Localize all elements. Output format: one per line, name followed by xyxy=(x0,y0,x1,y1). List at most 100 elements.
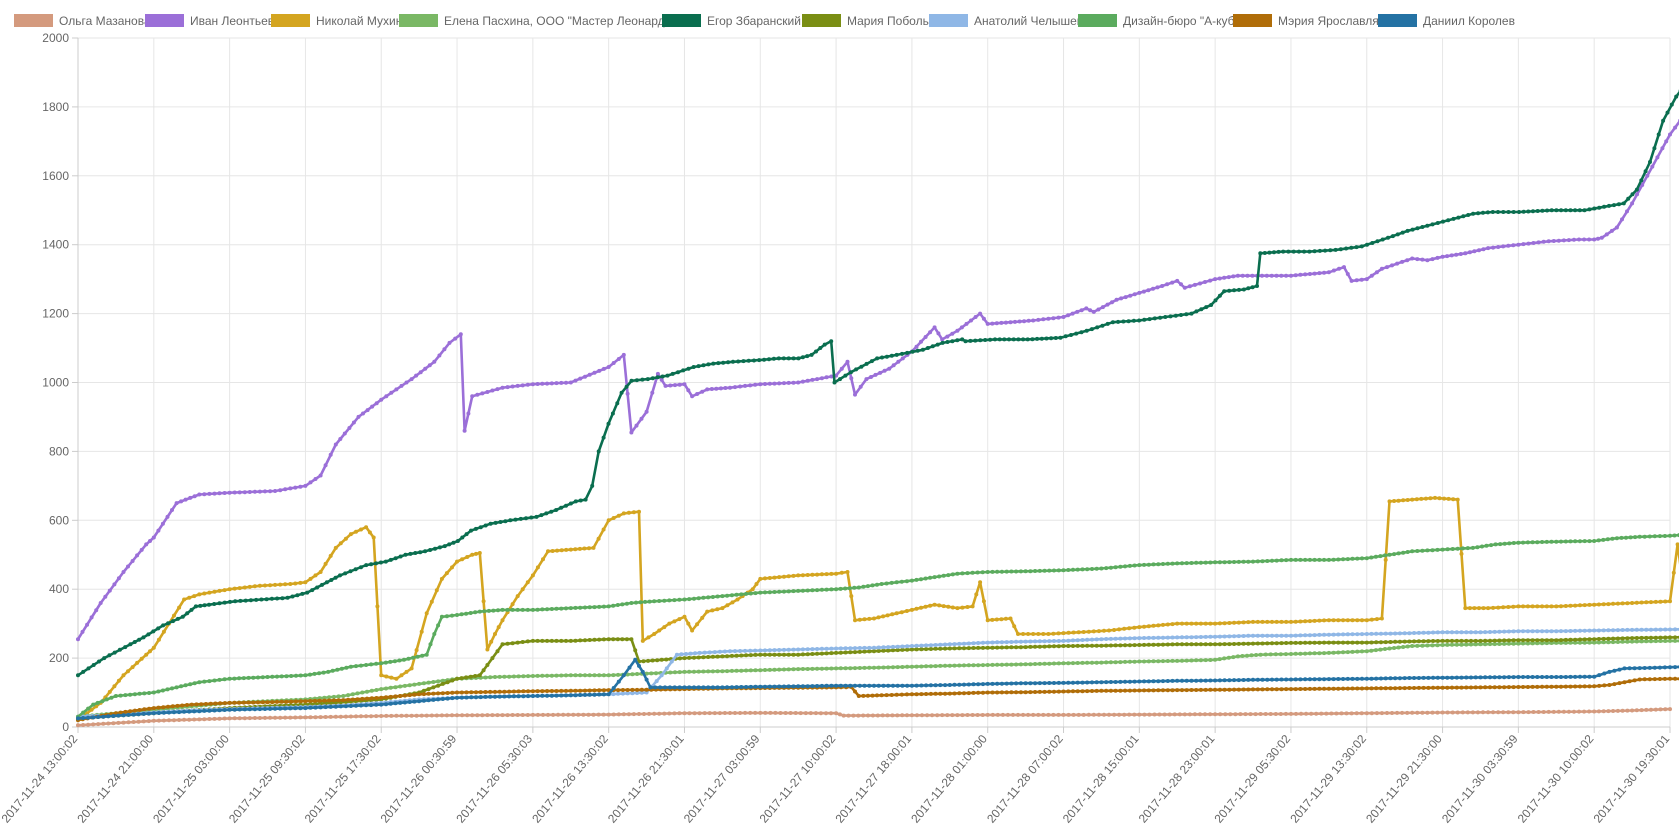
data-point xyxy=(909,607,914,612)
data-point xyxy=(312,698,317,703)
data-point xyxy=(1506,710,1511,715)
data-point xyxy=(1074,331,1079,336)
data-point xyxy=(643,599,648,604)
data-point xyxy=(333,545,338,550)
data-point xyxy=(303,483,308,488)
data-point xyxy=(1587,709,1592,714)
data-point xyxy=(1189,678,1194,683)
data-point xyxy=(1066,661,1071,666)
data-point xyxy=(1063,334,1068,339)
data-point xyxy=(1213,657,1218,662)
legend-item[interactable]: Мэрия Ярославля xyxy=(1233,14,1379,28)
data-point xyxy=(754,582,759,586)
data-point xyxy=(1296,249,1301,254)
data-point xyxy=(331,694,336,699)
data-point xyxy=(1587,640,1592,645)
data-point xyxy=(433,546,437,551)
data-point xyxy=(606,692,611,697)
data-point xyxy=(1165,642,1170,647)
data-point xyxy=(323,715,328,719)
data-point xyxy=(440,681,445,686)
data-point xyxy=(1061,661,1066,666)
legend-item[interactable]: Дизайн-бюро "А-куб" xyxy=(1078,14,1239,28)
data-point xyxy=(758,684,763,689)
legend-item[interactable]: Иван Леонтьев xyxy=(145,14,274,28)
data-point xyxy=(620,691,625,696)
data-point xyxy=(1293,273,1298,278)
data-point xyxy=(1530,684,1535,689)
data-point xyxy=(1298,633,1303,638)
data-point xyxy=(447,340,452,345)
data-point xyxy=(1235,654,1240,659)
data-point xyxy=(1090,680,1094,685)
data-point xyxy=(1611,709,1616,713)
data-point xyxy=(1634,639,1639,644)
data-point xyxy=(525,639,530,644)
legend-item[interactable]: Мария Поболь xyxy=(802,14,929,28)
data-point xyxy=(1630,639,1635,644)
data-point xyxy=(371,535,376,540)
data-point xyxy=(1387,646,1392,651)
data-point xyxy=(102,656,107,661)
data-point xyxy=(796,667,801,672)
data-point xyxy=(924,643,929,648)
data-point xyxy=(1047,681,1052,685)
data-point xyxy=(1607,203,1611,208)
data-point xyxy=(515,383,520,388)
data-point xyxy=(946,573,951,578)
data-point xyxy=(1578,637,1582,642)
data-point xyxy=(1016,337,1021,342)
data-point xyxy=(436,623,441,628)
data-point xyxy=(848,646,853,651)
data-point xyxy=(667,711,672,716)
legend-item[interactable]: Елена Пасхина, ООО "Мастер Леонардо" xyxy=(399,14,676,28)
data-point xyxy=(1374,686,1379,691)
data-point xyxy=(1374,617,1379,622)
data-point xyxy=(1052,681,1056,685)
data-point xyxy=(853,650,857,655)
data-point xyxy=(293,715,298,720)
data-point xyxy=(606,604,611,609)
data-point xyxy=(1121,319,1126,324)
data-point xyxy=(778,711,783,715)
data-point xyxy=(1563,637,1568,642)
data-point xyxy=(440,691,445,696)
data-point xyxy=(232,707,237,712)
data-point xyxy=(717,649,722,654)
data-point xyxy=(966,646,971,651)
data-point xyxy=(876,615,881,620)
data-point xyxy=(962,682,966,687)
data-point xyxy=(625,391,630,396)
data-point xyxy=(336,694,341,699)
data-point xyxy=(943,646,948,651)
legend-item[interactable]: Николай Мухин xyxy=(271,14,402,28)
data-point xyxy=(384,686,388,691)
legend-item[interactable]: Даниил Королев xyxy=(1378,14,1515,28)
data-point xyxy=(791,380,796,385)
data-point xyxy=(748,648,753,653)
data-point xyxy=(1037,681,1042,686)
data-point xyxy=(414,713,419,718)
data-point xyxy=(715,594,720,599)
data-point xyxy=(662,625,667,630)
legend-item[interactable]: Ольга Мазанова xyxy=(14,14,151,28)
data-point xyxy=(1081,630,1086,634)
data-point xyxy=(270,700,275,705)
legend-item[interactable]: Анатолий Челышев xyxy=(929,14,1083,28)
data-point xyxy=(1184,635,1189,640)
data-point xyxy=(1563,684,1568,689)
series-3 xyxy=(76,638,1679,719)
data-point xyxy=(1506,685,1511,690)
data-point xyxy=(365,696,369,701)
data-point xyxy=(631,712,636,717)
legend-label: Мэрия Ярославля xyxy=(1278,14,1379,28)
data-point xyxy=(126,712,131,717)
data-point xyxy=(1049,336,1054,341)
legend-item[interactable]: Егор Збаранский xyxy=(662,14,801,28)
data-point xyxy=(1114,297,1119,302)
data-point xyxy=(1061,644,1066,648)
data-point xyxy=(418,550,423,555)
data-point xyxy=(1026,712,1031,717)
data-point xyxy=(554,638,559,643)
data-point xyxy=(1415,226,1420,231)
